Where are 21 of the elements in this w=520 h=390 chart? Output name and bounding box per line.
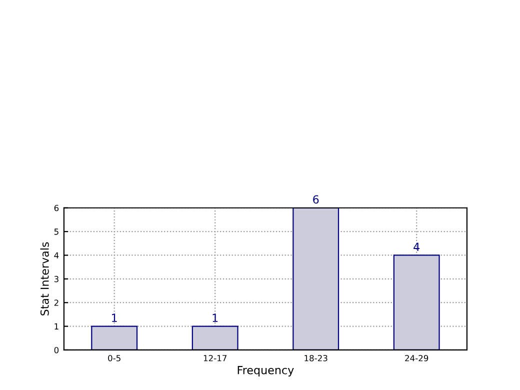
data-label: 4 [414,242,420,251]
y-tick-label: 5 [54,228,58,235]
y-tick-label: 0 [54,346,59,354]
data-label: 1 [112,314,117,322]
data-label: 1 [212,314,218,322]
x-tick-label: 12-17 [204,354,226,362]
y-tick-label: 3 [54,276,58,282]
bar [91,326,138,350]
x-tick-label: 18-23 [304,354,328,362]
y-tick-label: 6 [54,204,59,212]
y-tick-label: 2 [54,300,58,306]
bar [393,254,440,350]
bar [292,208,340,350]
y-tick-label: 1 [54,323,58,330]
x-tick-label: 0-5 [108,354,120,362]
y-axis-title: Stat Intervals [40,242,49,316]
bar [192,326,238,350]
x-axis-title: Frequency [238,366,294,376]
y-tick-label: 4 [54,252,59,258]
data-label: 6 [313,195,319,204]
x-tick-label: 24-29 [405,354,428,362]
